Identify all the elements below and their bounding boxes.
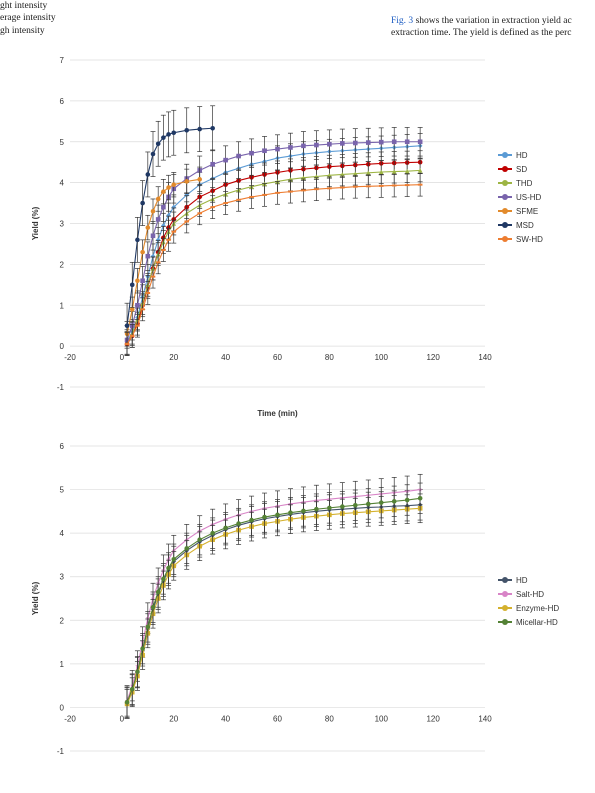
svg-text:0: 0	[60, 703, 65, 712]
svg-text:Time (min): Time (min)	[257, 409, 298, 418]
legend-label: SD	[516, 165, 527, 174]
legend-item: US-HD	[498, 192, 543, 202]
svg-text:6: 6	[60, 97, 65, 106]
svg-text:60: 60	[273, 353, 282, 362]
legend-item: HD	[498, 150, 543, 160]
svg-text:1: 1	[60, 660, 65, 669]
chart-b: -1 0 1 2 3 4 5 6 -20 0 20 40 60 80 100 120 140 Yield (%)	[20, 436, 495, 786]
svg-text:3: 3	[60, 573, 65, 582]
svg-text:40: 40	[221, 353, 230, 362]
chart-a-legend: HD SD THD US-HD SFME MSD	[498, 150, 543, 248]
svg-text:100: 100	[375, 353, 389, 362]
svg-text:20: 20	[169, 353, 178, 362]
frag-line: ght intensity	[0, 0, 160, 12]
legend-item: THD	[498, 178, 543, 188]
legend-label: SW-HD	[516, 235, 543, 244]
svg-text:4: 4	[60, 529, 65, 538]
svg-text:60: 60	[273, 714, 282, 723]
svg-text:5: 5	[60, 486, 65, 495]
legend-item: Micellar-HD	[498, 617, 559, 627]
legend-label: MSD	[516, 221, 534, 230]
legend-item: MSD	[498, 220, 543, 230]
fig3-link[interactable]: Fig. 3	[391, 16, 413, 26]
legend-label: Salt-HD	[516, 590, 544, 599]
svg-text:140: 140	[478, 714, 492, 723]
top-right-fragment: Fig. 3 shows the variation in extraction…	[391, 15, 595, 40]
svg-text:40: 40	[221, 714, 230, 723]
svg-text:120: 120	[426, 353, 440, 362]
legend-item: SD	[498, 164, 543, 174]
legend-item: SFME	[498, 206, 543, 216]
legend-label: Enzyme-HD	[516, 604, 559, 613]
svg-text:-1: -1	[57, 383, 65, 392]
svg-text:0: 0	[120, 714, 125, 723]
legend-label: Micellar-HD	[516, 618, 558, 627]
frag-line: erage intensity	[0, 12, 160, 24]
svg-text:-1: -1	[57, 747, 65, 756]
frag-text: extraction time. The yield is defined as…	[391, 28, 572, 38]
svg-text:0: 0	[120, 353, 125, 362]
svg-text:Yield (%): Yield (%)	[31, 581, 40, 615]
legend-item: Salt-HD	[498, 589, 559, 599]
svg-text:5: 5	[60, 138, 65, 147]
svg-text:2: 2	[60, 260, 65, 269]
frag-line: gh intensity	[0, 25, 160, 37]
legend-item: HD	[498, 575, 559, 585]
chart-a: -1 0 1 2 3 4 5 6 7 -20 0 20 40 60 80 100 120 140 Yield (%)…	[20, 50, 495, 422]
legend-label: THD	[516, 179, 532, 188]
frag-text: shows the variation in extraction yield …	[413, 16, 572, 26]
legend-label: HD	[516, 576, 528, 585]
svg-text:80: 80	[325, 714, 334, 723]
svg-text:2: 2	[60, 616, 65, 625]
svg-text:-20: -20	[64, 714, 76, 723]
svg-text:80: 80	[325, 353, 334, 362]
svg-text:20: 20	[169, 714, 178, 723]
svg-text:Yield (%): Yield (%)	[31, 206, 40, 240]
svg-text:120: 120	[426, 714, 440, 723]
svg-text:100: 100	[375, 714, 389, 723]
top-left-fragment: ght intensity erage intensity gh intensi…	[0, 0, 160, 37]
svg-text:0: 0	[60, 342, 65, 351]
svg-text:1: 1	[60, 301, 65, 310]
legend-item: Enzyme-HD	[498, 603, 559, 613]
svg-text:4: 4	[60, 179, 65, 188]
svg-text:-20: -20	[64, 353, 76, 362]
svg-text:6: 6	[60, 442, 65, 451]
svg-text:3: 3	[60, 220, 65, 229]
svg-text:7: 7	[60, 56, 65, 65]
legend-item: SW-HD	[498, 234, 543, 244]
chart-b-legend: HD Salt-HD Enzyme-HD Micellar-HD	[498, 575, 559, 631]
legend-label: SFME	[516, 207, 538, 216]
svg-text:140: 140	[478, 353, 492, 362]
legend-label: HD	[516, 151, 528, 160]
legend-label: US-HD	[516, 193, 541, 202]
